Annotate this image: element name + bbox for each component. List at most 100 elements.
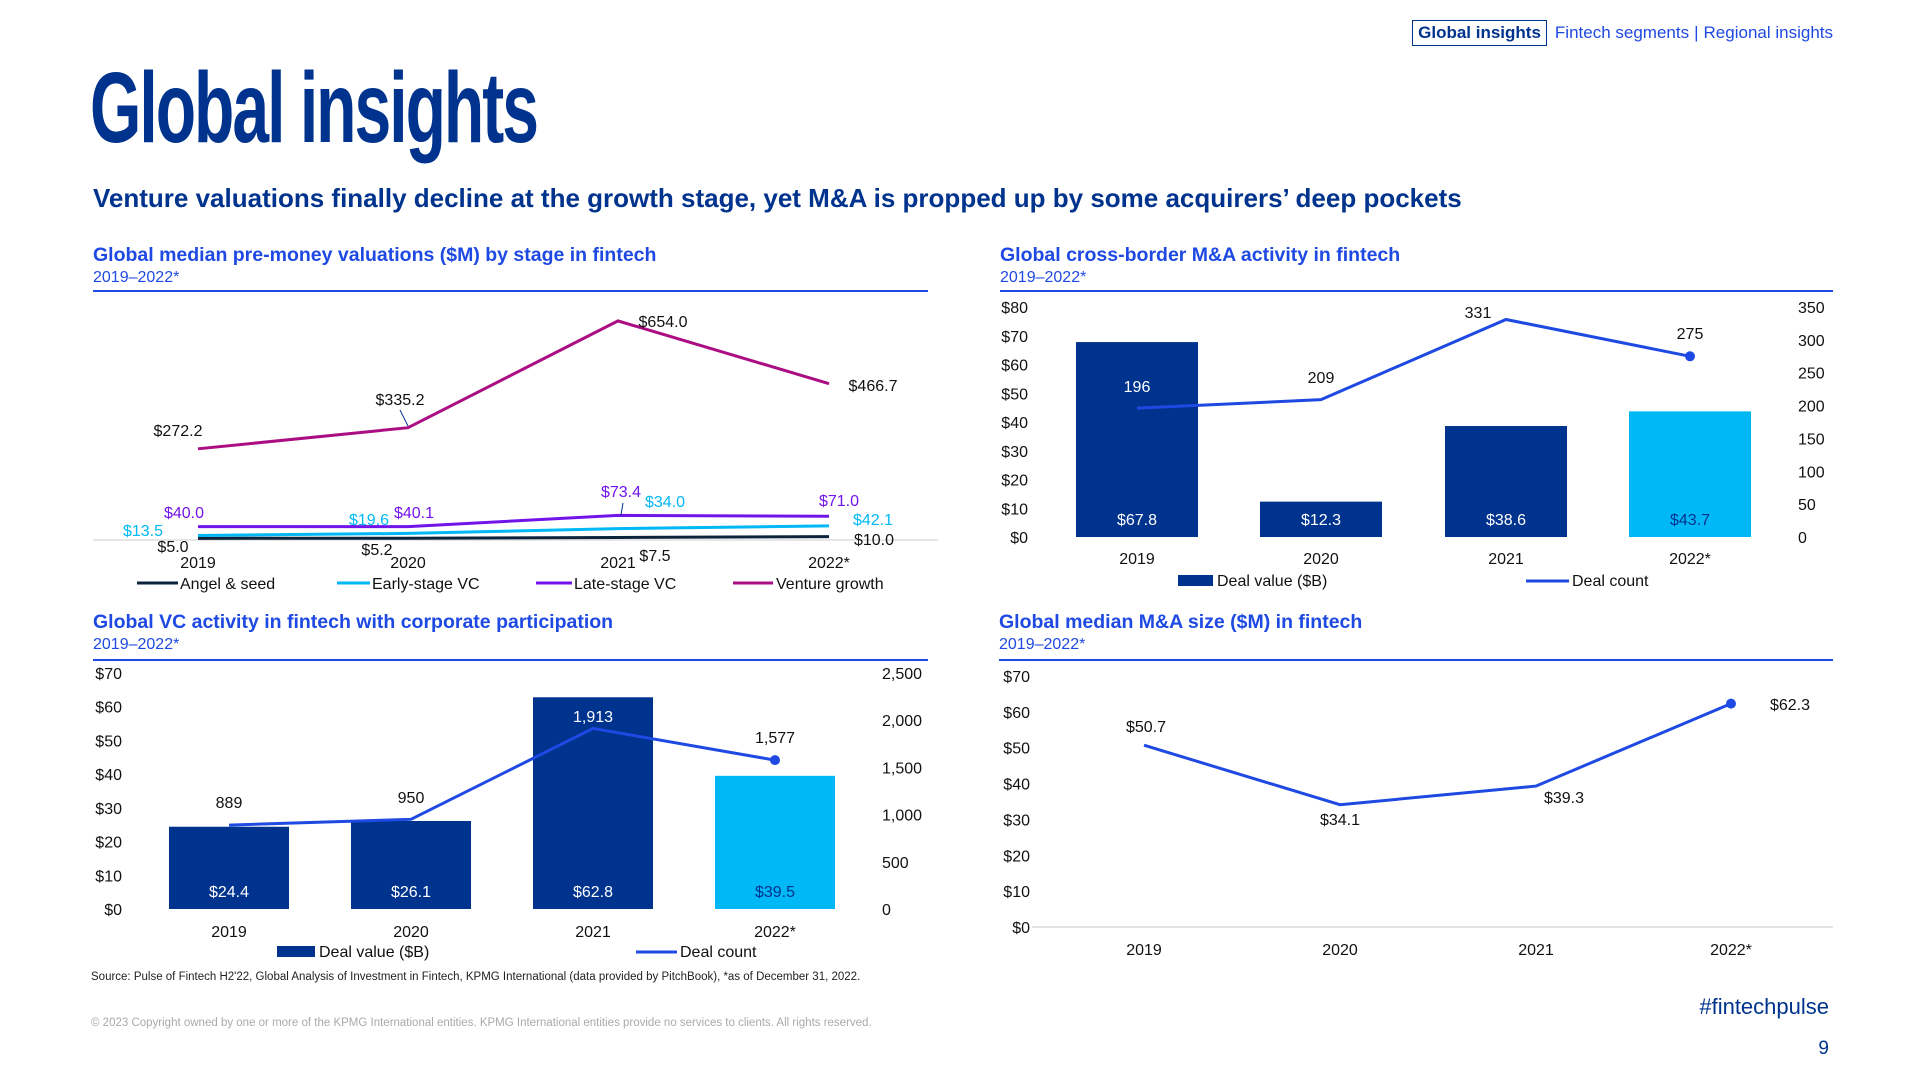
chart1-data-label: $10.0 [854,532,894,549]
chart3-y-left-tick: $0 [104,902,122,919]
chart3-count-line [228,726,776,827]
page-number: 9 [1818,1038,1829,1059]
chart4-x-tick: 2019 [1126,942,1162,959]
chart4-y-tick: $10 [1003,884,1030,901]
chart3-y-left-tick: $10 [95,868,122,885]
chart2-count-label: 331 [1465,305,1492,322]
chart1-rule [93,290,928,292]
chart2-title: Global cross-border M&A activity in fint… [1000,244,1401,266]
chart4-rule [999,659,1833,661]
chart3-y-left-tick: $40 [95,767,122,784]
chart1-legend-label: Angel & seed [180,576,275,593]
hashtag-link[interactable]: #fintechpulse [1699,994,1829,1019]
chart1-data-label: $654.0 [639,314,688,331]
chart3-bar-label: $24.4 [209,884,249,901]
chart2-bar-label: $43.7 [1670,512,1710,529]
chart2-legend-label: Deal count [1572,573,1649,590]
source-note: Source: Pulse of Fintech H2'22, Global A… [91,971,861,983]
chart4-y-tick: $30 [1003,812,1030,829]
chart3-bar [533,697,653,909]
chart3-legend-label: Deal count [680,944,757,961]
chart2-y-left-tick: $70 [1001,329,1028,346]
chart2-y-right-tick: 250 [1798,366,1825,383]
chart1-data-label: $272.2 [154,423,203,440]
chart2-bar [1076,342,1198,537]
chart2-y-right-tick: 150 [1798,431,1825,448]
chart2-y-left-tick: $40 [1001,415,1028,432]
chart2-y-left-tick: $50 [1001,386,1028,403]
chart1-data-label: $7.5 [639,548,670,565]
chart3-y-right-tick: 2,000 [882,713,922,730]
nav-regional-insights[interactable]: Regional insights [1703,23,1833,42]
chart1-data-label: $42.1 [853,512,893,529]
chart1-leader-line [620,502,624,516]
chart2-x-tick: 2020 [1303,551,1339,568]
chart2-y-left-tick: $30 [1001,444,1028,461]
chart4-y-tick: $70 [1003,669,1030,686]
chart3-bar [351,821,471,909]
chart2-count-line [1136,317,1691,410]
chart1-line-venture-growth [197,319,830,451]
chart1-data-label: $19.6 [349,512,389,529]
chart2-bar-label: $12.3 [1301,512,1341,529]
chart1-x-tick: 2019 [180,555,216,572]
chart2-y-left-tick: $10 [1001,501,1028,518]
chart1-legend-label: Early-stage VC [372,576,480,593]
chart1-line-early-stage-vc [197,524,830,537]
chart4-marker [1726,698,1736,709]
chart3-x-tick: 2022* [754,924,796,941]
chart3-y-left-tick: $70 [95,666,122,683]
chart4-y-tick: $0 [1012,920,1030,937]
chart3-y-right-tick: 1,000 [882,808,922,825]
chart2-y-right-tick: 350 [1798,300,1825,317]
chart2-x-tick: 2019 [1119,551,1155,568]
chart2-legend-label: Deal value ($B) [1217,573,1327,590]
chart1-data-label: $73.4 [601,484,641,501]
nav-fintech-segments[interactable]: Fintech segments [1554,23,1690,42]
chart1-legend-label: Late-stage VC [574,576,676,593]
chart3-title: Global VC activity in fintech with corpo… [93,611,614,633]
chart1-title: Global median pre-money valuations ($M) … [93,244,657,266]
chart1-x-tick: 2021 [600,555,636,572]
chart1-leader-line [399,409,409,427]
chart2-bar-label: $67.8 [1117,512,1157,529]
chart2-x-tick: 2021 [1488,551,1524,568]
chart2-count-label: 275 [1677,326,1704,343]
chart3-bar-label: $39.5 [755,884,795,901]
chart3-bar [715,775,835,909]
chart3-count-label: 950 [398,790,425,807]
chart2-count-label: 196 [1124,379,1151,396]
chart4-data-label: $39.3 [1544,790,1584,807]
chart2-y-left-tick: $80 [1001,300,1028,317]
chart4-x-tick: 2021 [1518,942,1554,959]
chart2-y-right-tick: 100 [1798,464,1825,481]
nav-separator: | [1694,23,1699,42]
copyright: © 2023 Copyright owned by one or more of… [91,1017,872,1029]
chart1-data-label: $5.0 [157,539,188,556]
chart4-title: Global median M&A size ($M) in fintech [999,611,1363,633]
chart2-count-marker [1685,351,1695,362]
chart4-subtitle: 2019–2022* [999,636,1086,653]
chart3-bar [169,826,289,909]
chart3-count-label: 889 [216,795,243,812]
chart4-x-tick: 2020 [1322,942,1358,959]
chart2-bar [1629,411,1751,537]
chart4-y-tick: $20 [1003,848,1030,865]
chart1-data-label: $13.5 [123,523,163,540]
nav-global-insights[interactable]: Global insights [1412,20,1547,46]
chart2-y-left-tick: $60 [1001,358,1028,375]
page-title: Global insights [90,52,539,164]
chart3-y-left-tick: $30 [95,801,122,818]
chart4-data-label: $62.3 [1770,697,1810,714]
chart3-rule [93,659,928,661]
chart2-bar [1260,501,1382,537]
section-nav: Global insights Fintech segments | Regio… [1412,20,1833,46]
chart2-count-label: 209 [1308,370,1335,387]
chart2-bar [1445,426,1567,537]
chart3-y-right-tick: 500 [882,855,909,872]
chart1-data-label: $71.0 [819,493,859,510]
chart1-subtitle: 2019–2022* [93,269,180,286]
chart2-legend-swatch-bars [1178,575,1213,586]
chart1-line-angel-seed [197,535,830,540]
